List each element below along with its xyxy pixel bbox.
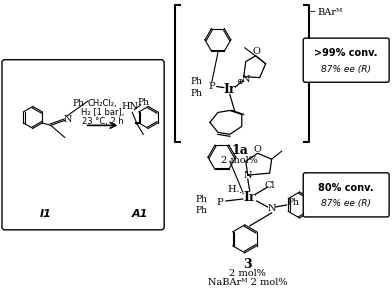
Text: 80% conv.: 80% conv. xyxy=(318,183,374,193)
Text: Ph: Ph xyxy=(190,77,202,86)
Text: >99% conv.: >99% conv. xyxy=(314,48,378,58)
Text: N: N xyxy=(267,204,276,213)
Text: 23 °C, 2 h: 23 °C, 2 h xyxy=(82,117,123,126)
Text: 3: 3 xyxy=(243,258,252,271)
Text: N: N xyxy=(243,170,252,180)
Text: Ph: Ph xyxy=(196,194,208,204)
Text: Ph: Ph xyxy=(288,198,299,207)
Text: P: P xyxy=(209,82,215,91)
FancyBboxPatch shape xyxy=(303,38,389,82)
Text: Ph: Ph xyxy=(190,89,202,98)
Text: BArᴹ: BArᴹ xyxy=(318,8,343,18)
Text: Ph: Ph xyxy=(73,99,85,108)
Text: 2 mol%: 2 mol% xyxy=(221,156,258,165)
Text: P: P xyxy=(216,198,223,207)
Text: N: N xyxy=(64,115,72,124)
FancyBboxPatch shape xyxy=(303,173,389,217)
Text: Ph: Ph xyxy=(196,206,208,215)
Text: Ph: Ph xyxy=(137,98,149,107)
Text: O: O xyxy=(254,145,261,154)
Text: 87% ee (R): 87% ee (R) xyxy=(321,199,371,208)
Text: O: O xyxy=(253,47,261,56)
Text: I1: I1 xyxy=(40,209,52,219)
Text: A1: A1 xyxy=(132,209,149,219)
Text: 87% ee (R): 87% ee (R) xyxy=(321,65,371,73)
Text: Ir: Ir xyxy=(243,191,256,204)
Text: Ir: Ir xyxy=(223,83,236,96)
Text: N: N xyxy=(241,75,250,84)
Text: CH₂Cl₂,: CH₂Cl₂, xyxy=(88,99,117,108)
Text: H: H xyxy=(227,185,236,194)
Text: −: − xyxy=(309,7,316,17)
Text: NaBArᴹ 2 mol%: NaBArᴹ 2 mol% xyxy=(208,278,287,287)
Text: 1a: 1a xyxy=(231,144,248,157)
Text: HN: HN xyxy=(122,102,139,111)
Text: H₂ [1 bar],: H₂ [1 bar], xyxy=(81,108,124,117)
Text: 2 mol%: 2 mol% xyxy=(229,269,266,278)
Text: Cl: Cl xyxy=(264,181,275,190)
Text: ⊕: ⊕ xyxy=(236,77,243,86)
FancyBboxPatch shape xyxy=(2,60,164,230)
